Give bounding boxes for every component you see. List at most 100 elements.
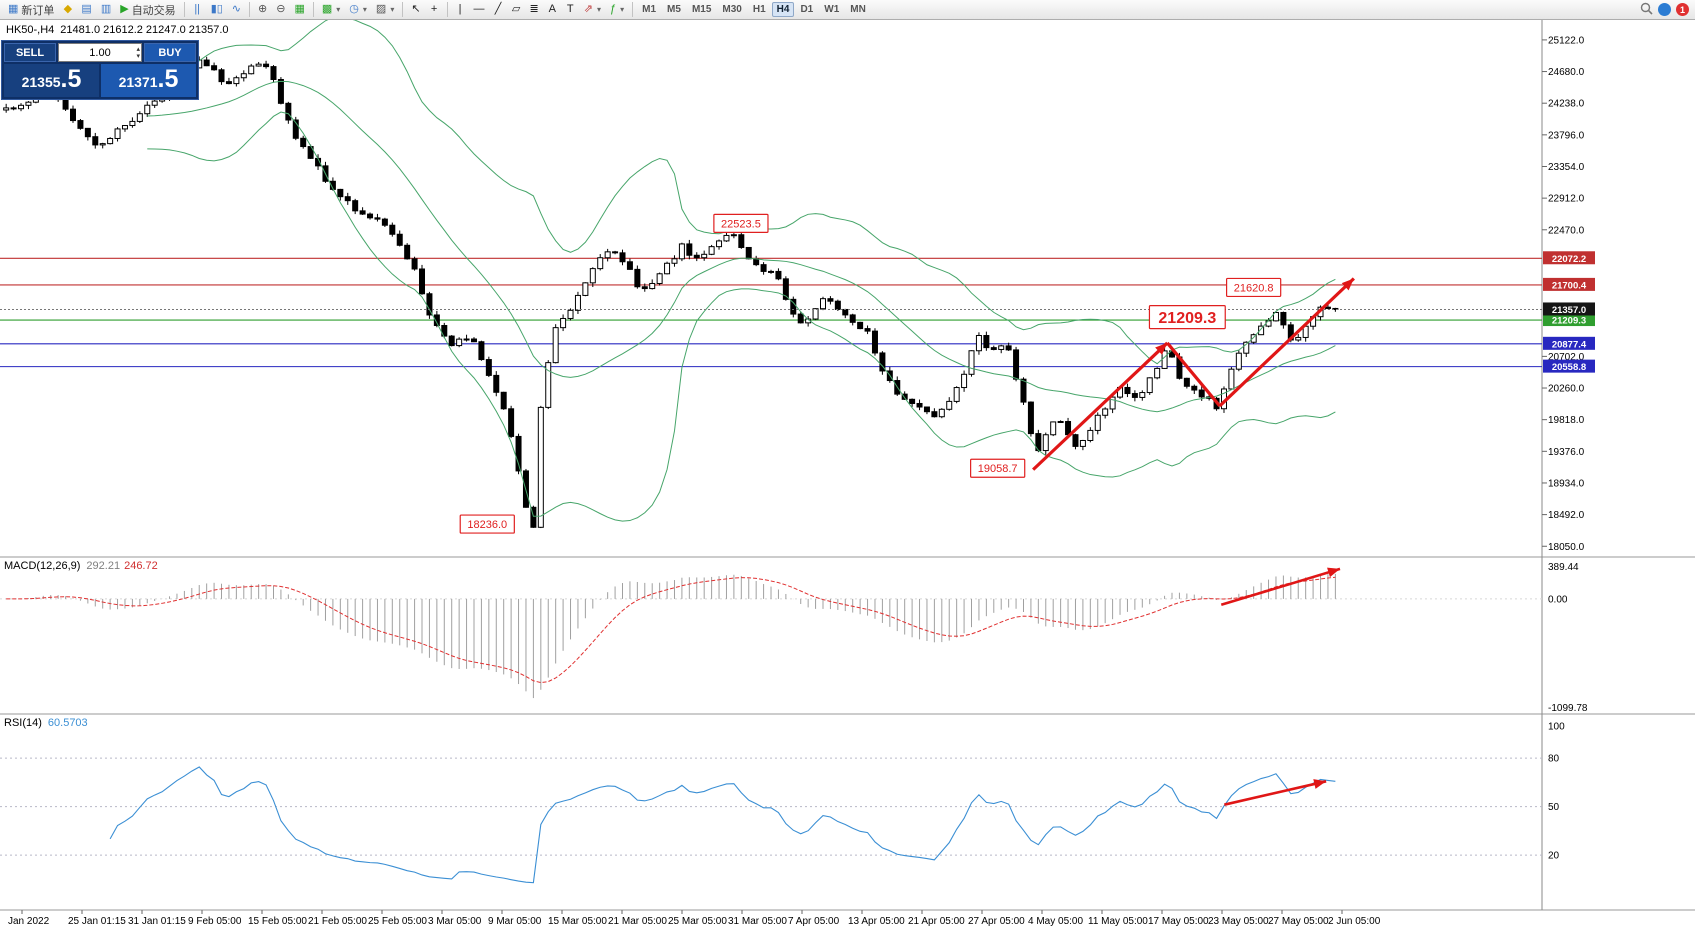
timeframe-w1-button[interactable]: W1: [819, 2, 844, 17]
svg-text:100: 100: [1548, 721, 1565, 732]
trendline-icon[interactable]: ╱: [490, 1, 507, 18]
notifications-icon[interactable]: 1: [1676, 3, 1689, 16]
price-axis-labels: 25122.0 24680.0 24238.0 23796.0 23354.0 22912…: [1542, 35, 1585, 553]
arrows-tool-glyph: ⇗: [583, 3, 593, 15]
price-axis-badge: 21209.3: [1543, 313, 1595, 327]
new-order-glyph: ▦: [8, 3, 19, 15]
svg-text:17 May 05:00: 17 May 05:00: [1148, 916, 1209, 927]
rsi-axis-labels: 100 80 50 20: [1548, 721, 1565, 861]
svg-text:19376.0: 19376.0: [1548, 447, 1585, 458]
chart-templates-icon[interactable]: ▨ ▾: [372, 1, 398, 18]
trend-arrows[interactable]: [1032, 277, 1355, 471]
timeframe-m15-button[interactable]: M15: [687, 2, 716, 17]
timeframe-m30-button[interactable]: M30: [717, 2, 746, 17]
price-chart[interactable]: 25122.0 24680.0 24238.0 23796.0 23354.0 22912…: [0, 20, 1695, 939]
crosshair-icon[interactable]: +: [426, 1, 443, 18]
zoom-in-icon[interactable]: ⊕: [254, 1, 271, 18]
dropdown-arrow-icon: ▾: [362, 5, 367, 14]
svg-text:23354.0: 23354.0: [1548, 162, 1585, 173]
candlestick-chart-icon[interactable]: ▮▯: [207, 1, 227, 18]
market-watch-icon[interactable]: ▥: [97, 1, 115, 18]
timeframe-mn-button[interactable]: MN: [845, 2, 871, 17]
svg-text:50: 50: [1548, 802, 1560, 813]
toolbar-separator: [249, 2, 251, 17]
svg-text:-1099.78: -1099.78: [1548, 703, 1588, 714]
sell-price-big: .5: [60, 65, 82, 93]
timeframe-m1-button[interactable]: M1: [637, 2, 661, 17]
svg-text:21 Mar 05:00: 21 Mar 05:00: [608, 916, 667, 927]
svg-text:23796.0: 23796.0: [1548, 130, 1585, 141]
vertical-line-icon[interactable]: |: [452, 1, 469, 18]
price-annotation[interactable]: 21209.3: [1148, 305, 1226, 330]
tile-windows-glyph: ▦: [294, 3, 305, 15]
text-icon[interactable]: A: [544, 1, 561, 18]
rsi-value: 60.5703: [47, 717, 88, 729]
line-chart-icon[interactable]: ∿: [228, 1, 245, 18]
timeframe-h4-button[interactable]: H4: [771, 2, 795, 17]
cursor-glyph: ↖: [411, 3, 421, 15]
search-icon[interactable]: [1640, 2, 1653, 18]
symbol-name: HK50-,H4: [6, 24, 55, 36]
svg-text:20558.8: 20558.8: [1552, 362, 1586, 373]
price-annotation[interactable]: 19058.7: [970, 458, 1026, 478]
zoom-out-icon[interactable]: ⊖: [272, 1, 289, 18]
bar-chart-icon[interactable]: ||: [189, 1, 206, 18]
macd-axis-labels: 389.44 0.00 -1099.78: [1548, 562, 1588, 714]
price-annotation[interactable]: 21620.8: [1225, 277, 1282, 298]
svg-text:23 May 05:00: 23 May 05:00: [1208, 916, 1269, 927]
label-icon[interactable]: T: [562, 1, 579, 18]
svg-text:25 Feb 05:00: 25 Feb 05:00: [368, 916, 427, 927]
indicators-glyph: ƒ: [610, 3, 617, 15]
channel-icon[interactable]: ▱: [508, 1, 525, 18]
profiles-icon[interactable]: ◷ ▾: [345, 1, 371, 18]
svg-text:19058.7: 19058.7: [978, 463, 1018, 475]
price-annotation[interactable]: 18236.0: [459, 514, 515, 534]
timeframe-m5-button[interactable]: M5: [662, 2, 686, 17]
svg-text:22470.0: 22470.0: [1548, 225, 1585, 236]
fibonacci-icon[interactable]: ≣: [526, 1, 543, 18]
macd-trend-arrow[interactable]: [1220, 567, 1341, 607]
alerts-icon[interactable]: ◆: [59, 1, 76, 18]
new-chart-icon[interactable]: ▩ ▾: [318, 1, 344, 18]
svg-text:21209.3: 21209.3: [1552, 316, 1586, 327]
svg-text:21700.4: 21700.4: [1552, 280, 1587, 291]
mailbox-icon[interactable]: ▤: [77, 1, 95, 18]
volume-up-icon[interactable]: ▴: [136, 45, 140, 53]
timeframe-h1-button[interactable]: H1: [748, 2, 771, 17]
cursor-icon[interactable]: ↖: [407, 1, 424, 18]
indicators-icon[interactable]: ƒ ▾: [606, 1, 628, 18]
svg-text:15 Mar 05:00: 15 Mar 05:00: [548, 916, 607, 927]
svg-text:24238.0: 24238.0: [1548, 99, 1585, 110]
new-order-button-label: 新订单: [21, 4, 55, 17]
arrows-tool-icon[interactable]: ⇗ ▾: [580, 1, 605, 18]
volume-stepper[interactable]: 1.00 ▴ ▾: [58, 43, 142, 62]
buy-button[interactable]: BUY: [144, 43, 196, 62]
svg-text:18050.0: 18050.0: [1548, 542, 1585, 553]
community-icon[interactable]: [1658, 3, 1671, 16]
sell-price-small: 21355: [21, 74, 61, 90]
toolbar-separator: [446, 2, 448, 17]
time-axis: Jan 2022 25 Jan 01:15 31 Jan 01:15 9 Feb 05…: [8, 910, 1381, 927]
price-annotation[interactable]: 22523.5: [713, 213, 769, 233]
tile-windows-icon[interactable]: ▦: [290, 1, 308, 18]
volume-down-icon[interactable]: ▾: [136, 52, 140, 60]
svg-text:9 Mar 05:00: 9 Mar 05:00: [488, 916, 542, 927]
timeframe-d1-button[interactable]: D1: [795, 2, 818, 17]
horizontal-line-icon[interactable]: —: [470, 1, 489, 18]
price-axis-badge: 22072.2: [1543, 251, 1595, 265]
autotrading-button[interactable]: ▶ 自动交易: [116, 1, 179, 18]
sell-button[interactable]: SELL: [4, 43, 56, 62]
profiles-glyph: ◷: [349, 3, 359, 15]
market-watch-glyph: ▥: [100, 3, 112, 15]
svg-text:20877.4: 20877.4: [1552, 339, 1587, 350]
rsi-trend-arrow[interactable]: [1224, 779, 1327, 806]
sell-price[interactable]: 21355.5: [4, 64, 99, 97]
new-order-button[interactable]: ▦ 新订单: [4, 1, 58, 18]
price-axis-badge: 20877.4: [1543, 336, 1595, 350]
svg-text:21 Feb 05:00: 21 Feb 05:00: [308, 916, 367, 927]
rsi-indicator-label: RSI(14) 60.5703: [4, 717, 88, 729]
buy-price[interactable]: 21371.5: [101, 64, 196, 97]
horizontal-level-lines[interactable]: [0, 257, 1542, 368]
rsi-level-lines: [0, 757, 1542, 856]
svg-text:15 Feb 05:00: 15 Feb 05:00: [248, 916, 307, 927]
